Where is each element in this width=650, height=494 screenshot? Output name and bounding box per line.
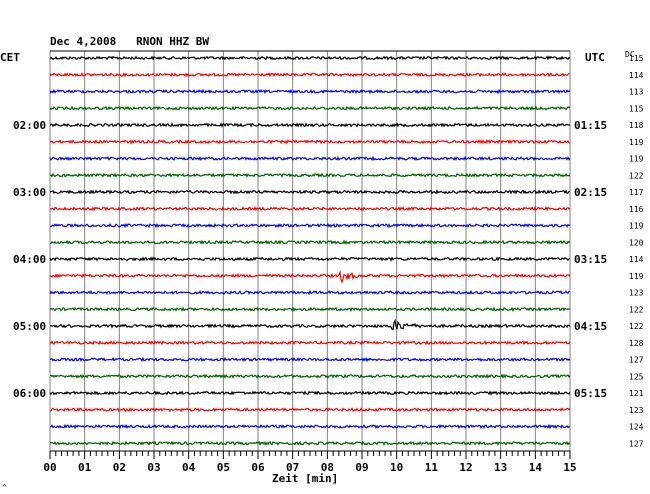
- x-tick-label: 00: [43, 461, 56, 474]
- chart-title: Dec 4,2008 RNON HHZ BW: [50, 35, 209, 48]
- x-tick-label: 14: [529, 461, 543, 474]
- dc-offset-value: 120: [629, 238, 644, 247]
- right-time-label: 02:15: [574, 186, 607, 199]
- seismogram-trace: [50, 321, 570, 330]
- seismogram-trace: [50, 375, 570, 378]
- dc-offset-value: 119: [629, 138, 644, 147]
- dc-offset-value: 115: [629, 104, 644, 113]
- x-tick-label: 13: [494, 461, 507, 474]
- seismogram-trace: [50, 124, 570, 127]
- left-time-label: 02:00: [13, 119, 46, 132]
- left-timezone-label: CET: [0, 51, 20, 64]
- dc-offset-value: 119: [629, 155, 644, 164]
- x-tick-label: 09: [355, 461, 368, 474]
- dc-offset-value: 121: [629, 389, 644, 398]
- seismogram-trace: [50, 90, 570, 93]
- dc-offset-value: 119: [629, 272, 644, 281]
- dc-offset-value: 128: [629, 339, 644, 348]
- seismogram-trace: [50, 425, 570, 428]
- dc-offset-value: 114: [629, 71, 644, 80]
- dc-offset-value: 122: [629, 171, 644, 180]
- x-axis-label: Zeit [min]: [272, 472, 338, 485]
- x-tick-label: 01: [78, 461, 92, 474]
- dc-offset-value: 123: [629, 289, 644, 298]
- corner-mark: ^: [2, 483, 7, 492]
- seismogram-trace: [50, 224, 570, 227]
- x-tick-label: 02: [113, 461, 126, 474]
- seismogram-trace: [50, 107, 570, 110]
- dc-offset-value: 122: [629, 322, 644, 331]
- right-time-label: 01:15: [574, 119, 607, 132]
- seismogram-trace: [50, 208, 570, 211]
- seismogram-trace: [50, 409, 570, 412]
- seismogram-trace: [50, 57, 570, 60]
- dc-offset-value: 125: [629, 372, 644, 381]
- x-tick-label: 03: [147, 461, 160, 474]
- x-tick-label: 15: [563, 461, 576, 474]
- x-tick-label: 05: [217, 461, 230, 474]
- seismogram-trace: [50, 291, 570, 294]
- dc-offset-value: 119: [629, 222, 644, 231]
- right-time-label: 03:15: [574, 253, 607, 266]
- right-time-label: 05:15: [574, 387, 607, 400]
- dc-offset-value: 116: [629, 205, 644, 214]
- left-time-labels: 02:00 03:00 04:00 05:00 06:00: [13, 119, 46, 400]
- seismogram-trace: [50, 241, 570, 244]
- dc-offset-value: 127: [629, 439, 644, 448]
- seismogram-trace: [50, 442, 570, 445]
- right-time-labels: 01:15 02:15 03:15 04:15 05:15: [574, 119, 607, 400]
- seismogram-trace: [50, 174, 570, 177]
- seismogram-trace: [50, 258, 570, 261]
- seismogram-trace: [50, 342, 570, 345]
- seismogram-trace: [50, 191, 570, 194]
- x-tick-label: 06: [251, 461, 265, 474]
- dc-offset-labels: 115 114 113 115 118 119 119 122 117 116 119 120 114 1…: [629, 54, 644, 448]
- x-tick-label: 11: [425, 461, 439, 474]
- left-time-label: 05:00: [13, 320, 46, 333]
- seismogram-trace: [50, 308, 570, 311]
- seismogram-trace: [50, 141, 570, 144]
- dc-offset-value: 113: [629, 88, 644, 97]
- dc-offset-value: 118: [629, 121, 644, 130]
- dc-offset-value: 114: [629, 255, 644, 264]
- dc-offset-value: 115: [629, 54, 644, 63]
- seismogram-trace: [50, 392, 570, 395]
- x-tick-label: 10: [390, 461, 403, 474]
- left-time-label: 06:00: [13, 387, 46, 400]
- x-tick-label: 12: [459, 461, 472, 474]
- left-time-label: 03:00: [13, 186, 46, 199]
- dc-offset-value: 122: [629, 305, 644, 314]
- left-time-label: 04:00: [13, 253, 46, 266]
- x-tick-label: 04: [182, 461, 196, 474]
- right-timezone-label: UTC: [585, 51, 605, 64]
- seismogram-trace: [50, 358, 570, 361]
- seismogram-trace: [50, 74, 570, 77]
- dc-offset-value: 117: [629, 188, 644, 197]
- x-axis: 00 01 02 03 04 05 06 07 08 09 10 11 12 13 14 15: [43, 451, 576, 474]
- dc-offset-value: 123: [629, 406, 644, 415]
- seismogram-trace: [50, 272, 570, 282]
- seismogram-trace: [50, 157, 570, 160]
- dc-offset-value: 127: [629, 356, 644, 365]
- dc-offset-value: 124: [629, 423, 644, 432]
- grid-lines: [50, 51, 570, 451]
- trace-group: [50, 57, 570, 445]
- right-time-label: 04:15: [574, 320, 607, 333]
